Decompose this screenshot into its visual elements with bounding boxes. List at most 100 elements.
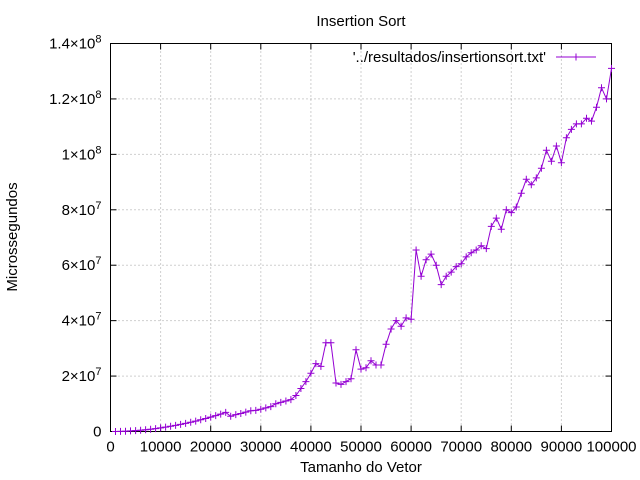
data-point-marker [292,392,300,399]
data-point-marker [327,339,335,347]
data-point-marker [522,175,530,183]
data-point-marker [337,380,345,388]
data-point-marker [167,422,175,430]
data-point-marker [187,418,195,426]
x-tick-labels: 0 10000 20000 30000 40000 50000 60000 70000 8000… [106,439,636,456]
data-point-marker [492,214,500,222]
y-tick-label: 1.4×108 [49,34,101,53]
legend-label: '../resultados/insertionsort.txt' [353,49,546,66]
data-point-marker [302,378,310,386]
data-point-marker [417,272,425,280]
x-tick-label: 90000 [541,439,583,456]
data-point-marker [447,268,455,276]
data-point-marker [502,206,510,214]
data-point-marker [387,325,395,333]
axis-ticks [110,43,612,432]
data-point-marker [392,317,400,325]
data-point-marker [342,378,350,386]
chart-title: Insertion Sort [316,13,406,30]
data-point-marker [282,397,290,405]
data-point-marker [507,209,515,217]
legend-marker-sample [572,53,580,61]
data-point-marker [603,95,610,103]
data-point-marker [598,84,605,92]
data-point-marker [357,365,365,373]
data-point-marker [512,203,520,211]
data-point-marker [557,159,565,167]
data-point-marker [312,360,320,368]
data-point-marker [332,379,340,387]
x-axis-label: Tamanho do Vetor [300,459,422,476]
grid-lines [110,43,612,432]
data-point-marker [382,340,390,348]
data-point-marker [272,400,280,408]
data-point-marker [527,181,535,189]
data-point-marker [427,250,435,258]
data-point-marker [452,263,460,271]
y-tick-labels: 0 2×107 4×107 6×107 8×107 1×108 1.2×108 1.4×108 [49,34,101,441]
data-point-marker [257,405,265,413]
data-point-marker [537,164,545,172]
data-point-marker [567,125,575,133]
y-tick-label: 2×107 [62,366,102,385]
data-point-marker [588,117,595,125]
data-point-marker [517,189,525,197]
data-point-marker [157,424,165,432]
data-point-marker [497,225,505,233]
x-tick-label: 80000 [490,439,532,456]
data-point-marker [172,421,180,429]
plot-frame [110,43,612,432]
data-point-marker [267,403,275,411]
data-point-marker [347,375,355,383]
data-point-marker [422,256,430,264]
x-tick-label: 10000 [140,439,182,456]
data-point-marker [222,408,230,416]
data-point-marker [432,261,440,269]
data-point-marker [472,246,480,254]
data-point-marker [232,411,240,419]
data-point-marker [182,419,190,427]
x-tick-label: 0 [106,439,114,456]
data-point-marker [377,361,385,369]
x-tick-label: 60000 [390,439,432,456]
y-tick-label: 1×108 [62,144,102,163]
data-point-marker [552,142,560,150]
series-line [115,68,612,432]
data-point-marker [212,412,220,420]
data-point-marker [192,417,200,425]
data-point-marker [532,174,540,182]
data-point-marker [207,413,215,421]
data-point-marker [252,406,260,414]
data-point-marker [202,415,210,422]
data-point-marker [367,357,375,365]
data-point-marker [242,408,250,416]
data-point-marker [477,242,485,250]
data-point-marker [583,114,590,122]
x-tick-label: 70000 [440,439,482,456]
data-point-marker [402,314,410,322]
y-tick-label: 8×107 [62,200,102,219]
data-point-marker [297,385,305,392]
data-point-marker [442,272,450,280]
data-point-marker [147,425,155,433]
data-point-marker [317,362,325,370]
data-point-marker [487,222,495,230]
y-tick-label: 6×107 [62,255,102,274]
data-point-marker [412,246,420,254]
legend: '../resultados/insertionsort.txt' [353,49,596,66]
data-point-marker [397,322,405,330]
x-tick-label: 40000 [290,439,332,456]
data-point-marker [237,410,245,417]
series-group [112,64,615,435]
data-point-marker [593,103,600,111]
y-axis-label: Microssegundos [4,182,21,291]
x-tick-label: 50000 [340,439,382,456]
data-point-marker [307,369,315,377]
data-point-marker [262,404,270,412]
data-point-marker [437,281,445,289]
data-point-marker [547,157,555,165]
data-point-marker [177,420,185,428]
data-point-marker [462,253,470,261]
data-point-marker [162,423,170,431]
